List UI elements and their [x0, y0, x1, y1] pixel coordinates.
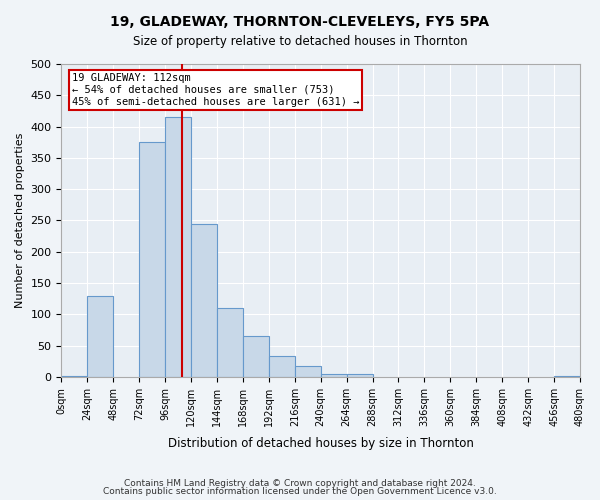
Bar — [269, 356, 295, 377]
Bar — [321, 374, 347, 377]
Bar — [217, 308, 243, 377]
Text: 19 GLADEWAY: 112sqm
← 54% of detached houses are smaller (753)
45% of semi-detac: 19 GLADEWAY: 112sqm ← 54% of detached ho… — [72, 74, 359, 106]
Bar — [554, 376, 580, 377]
Text: 19, GLADEWAY, THORNTON-CLEVELEYS, FY5 5PA: 19, GLADEWAY, THORNTON-CLEVELEYS, FY5 5P… — [110, 15, 490, 29]
Text: Contains public sector information licensed under the Open Government Licence v3: Contains public sector information licen… — [103, 487, 497, 496]
Y-axis label: Number of detached properties: Number of detached properties — [15, 133, 25, 308]
Bar — [61, 376, 88, 377]
Bar — [295, 366, 321, 377]
Bar — [243, 336, 269, 377]
Bar — [191, 224, 217, 377]
Bar — [165, 117, 191, 377]
Text: Contains HM Land Registry data © Crown copyright and database right 2024.: Contains HM Land Registry data © Crown c… — [124, 478, 476, 488]
Bar — [139, 142, 165, 377]
Bar — [347, 374, 373, 377]
X-axis label: Distribution of detached houses by size in Thornton: Distribution of detached houses by size … — [168, 437, 473, 450]
Text: Size of property relative to detached houses in Thornton: Size of property relative to detached ho… — [133, 35, 467, 48]
Bar — [88, 296, 113, 377]
